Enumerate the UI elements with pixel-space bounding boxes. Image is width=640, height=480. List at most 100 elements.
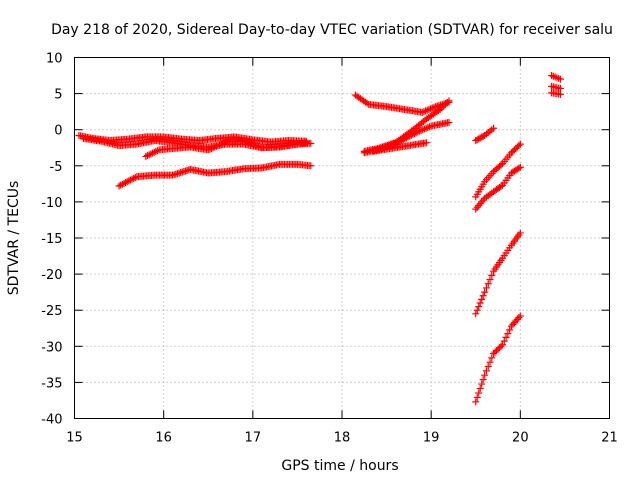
data-point (145, 151, 153, 159)
data-point (406, 132, 414, 140)
data-point (475, 135, 483, 143)
data-point (473, 306, 481, 314)
data-point (475, 389, 483, 397)
data-point (422, 124, 430, 132)
y-tick-label: -10 (41, 196, 62, 211)
data-point (409, 130, 417, 138)
data-point (115, 182, 123, 190)
data-point (504, 330, 512, 338)
series-track-14 (548, 72, 564, 83)
data-point (481, 371, 489, 379)
data-point (516, 140, 524, 148)
data-point (422, 107, 430, 115)
data-point (472, 310, 480, 318)
data-point (506, 326, 514, 334)
data-point (507, 322, 515, 330)
data-point (482, 367, 490, 375)
data-point (412, 129, 420, 137)
data-point (393, 139, 401, 147)
data-point (152, 148, 160, 156)
data-point (214, 142, 222, 150)
y-tick-label: -30 (41, 340, 62, 355)
chart-title: Day 218 of 2020, Sidereal Day-to-day VTE… (51, 22, 613, 38)
data-point (401, 135, 409, 143)
series-track-12 (472, 229, 524, 318)
data-point (219, 139, 227, 147)
data-point (499, 341, 506, 349)
series-track-8 (369, 139, 431, 155)
series-track-3 (142, 137, 310, 160)
data-point (363, 99, 371, 107)
y-tick-label: -35 (41, 376, 62, 391)
data-point (472, 398, 480, 406)
x-tick-label: 19 (423, 431, 440, 446)
data-point (430, 103, 438, 111)
data-point (407, 131, 415, 139)
x-tick-label: 20 (512, 431, 529, 446)
data-point (445, 118, 453, 126)
data-point (118, 180, 126, 188)
x-axis-label: GPS time / hours (281, 458, 398, 474)
data-point (476, 299, 484, 307)
data-point (147, 150, 155, 158)
data-point (220, 139, 228, 147)
data-point (497, 342, 505, 350)
series-track-5 (351, 91, 453, 116)
data-point (428, 104, 436, 112)
series-track-16 (548, 89, 564, 98)
data-point (484, 280, 492, 288)
series-track-15 (548, 82, 564, 93)
data-point (473, 136, 481, 144)
data-point (120, 179, 128, 187)
data-point (420, 108, 428, 116)
data-point (142, 152, 150, 160)
data-point (423, 106, 431, 114)
data-point (149, 149, 157, 157)
data-point (126, 176, 134, 184)
data-point (497, 182, 505, 190)
data-point (516, 229, 524, 237)
x-ticks: 15 16 17 18 19 20 21 (66, 57, 618, 446)
data-marks (75, 72, 564, 406)
data-point (475, 303, 483, 311)
series-track-4 (115, 160, 315, 190)
data-point (490, 124, 498, 132)
data-point (307, 139, 315, 147)
data-point (478, 133, 486, 141)
data-point (486, 276, 494, 284)
series-track-13 (472, 312, 524, 406)
y-tick-label: 0 (54, 124, 62, 139)
data-point (207, 144, 215, 152)
data-point (502, 333, 510, 341)
data-point (307, 162, 315, 170)
data-point (478, 380, 486, 388)
data-point (131, 173, 139, 181)
data-point (516, 163, 524, 171)
data-point (512, 317, 520, 325)
data-point (398, 136, 406, 144)
data-point (209, 144, 217, 152)
data-point (125, 177, 133, 185)
data-point (154, 147, 162, 155)
data-point (414, 128, 422, 136)
x-tick-label: 15 (66, 431, 83, 446)
data-point (479, 292, 487, 300)
data-point (117, 181, 125, 189)
data-point (402, 134, 410, 142)
y-tick-label: -20 (41, 268, 62, 283)
y-ticks: -40 -35 -30 -25 -20 -15 -10 -5 0 5 10 (41, 52, 610, 428)
y-tick-label: 10 (46, 52, 63, 67)
data-point (556, 90, 564, 98)
x-tick-label: 16 (155, 431, 172, 446)
data-point (216, 141, 224, 149)
y-axis-label: SDTVAR / TECUs (6, 181, 22, 296)
x-tick-label: 18 (334, 431, 351, 446)
data-point (556, 75, 564, 83)
data-point (427, 105, 435, 113)
grid (74, 57, 610, 419)
data-point (389, 140, 397, 148)
y-tick-label: -15 (41, 232, 62, 247)
series-track-11 (472, 163, 524, 213)
data-point (425, 105, 433, 113)
